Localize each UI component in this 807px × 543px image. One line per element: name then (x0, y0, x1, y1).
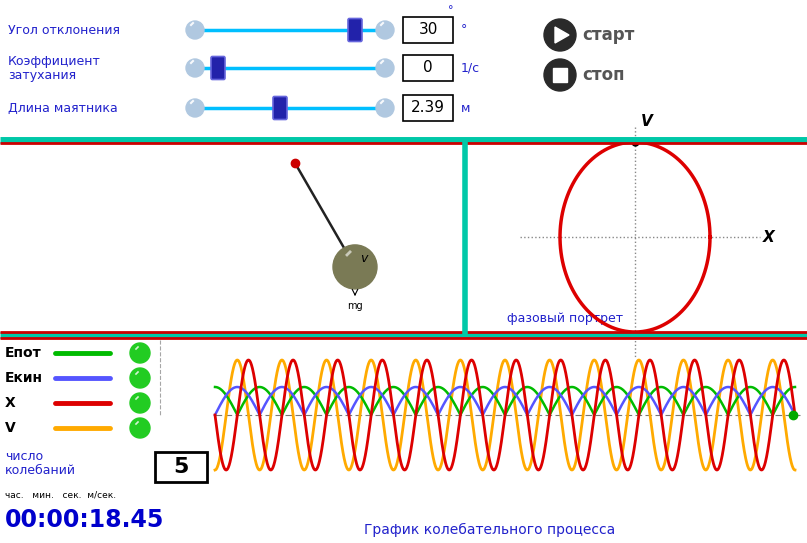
Circle shape (186, 99, 204, 117)
Text: 5: 5 (174, 457, 189, 477)
Text: 00:00:18.45: 00:00:18.45 (5, 508, 165, 532)
Text: старт: старт (582, 26, 634, 44)
Text: стоп: стоп (582, 66, 625, 84)
Text: 2.39: 2.39 (411, 100, 445, 116)
Text: Екин: Екин (5, 371, 43, 385)
Circle shape (376, 21, 394, 39)
FancyBboxPatch shape (211, 56, 225, 79)
FancyBboxPatch shape (403, 95, 453, 121)
Circle shape (186, 59, 204, 77)
Text: mg: mg (347, 301, 363, 311)
Text: v: v (360, 252, 367, 266)
FancyBboxPatch shape (273, 97, 287, 119)
Text: час.   мин.   сек.  м/сек.: час. мин. сек. м/сек. (5, 490, 116, 500)
Circle shape (130, 393, 150, 413)
Text: Коэффициент: Коэффициент (8, 54, 101, 67)
Text: V: V (5, 421, 16, 435)
Text: °: ° (461, 23, 467, 36)
FancyBboxPatch shape (348, 18, 362, 41)
Text: X: X (763, 230, 775, 244)
Text: V: V (641, 115, 653, 129)
FancyBboxPatch shape (403, 17, 453, 43)
Text: колебаний: колебаний (5, 464, 76, 477)
FancyBboxPatch shape (553, 68, 567, 82)
Text: м: м (461, 102, 470, 115)
Text: фазовый портрет: фазовый портрет (507, 312, 623, 325)
Text: График колебательного процесса: График колебательного процесса (365, 523, 616, 537)
Circle shape (130, 368, 150, 388)
Text: °: ° (448, 5, 454, 15)
Text: затухания: затухания (8, 68, 76, 81)
Text: Епот: Епот (5, 346, 42, 360)
Circle shape (186, 21, 204, 39)
Text: 1/с: 1/с (461, 61, 480, 74)
Text: 0: 0 (423, 60, 433, 75)
FancyBboxPatch shape (403, 55, 453, 81)
Text: число: число (5, 451, 43, 464)
Circle shape (376, 99, 394, 117)
Circle shape (544, 19, 576, 51)
Circle shape (130, 418, 150, 438)
Circle shape (333, 245, 377, 289)
Polygon shape (555, 27, 569, 43)
FancyBboxPatch shape (155, 452, 207, 482)
Circle shape (544, 59, 576, 91)
Text: Угол отклонения: Угол отклонения (8, 23, 120, 36)
Circle shape (376, 59, 394, 77)
Text: 30: 30 (418, 22, 437, 37)
Text: Длина маятника: Длина маятника (8, 102, 118, 115)
Circle shape (130, 343, 150, 363)
Text: X: X (5, 396, 16, 410)
